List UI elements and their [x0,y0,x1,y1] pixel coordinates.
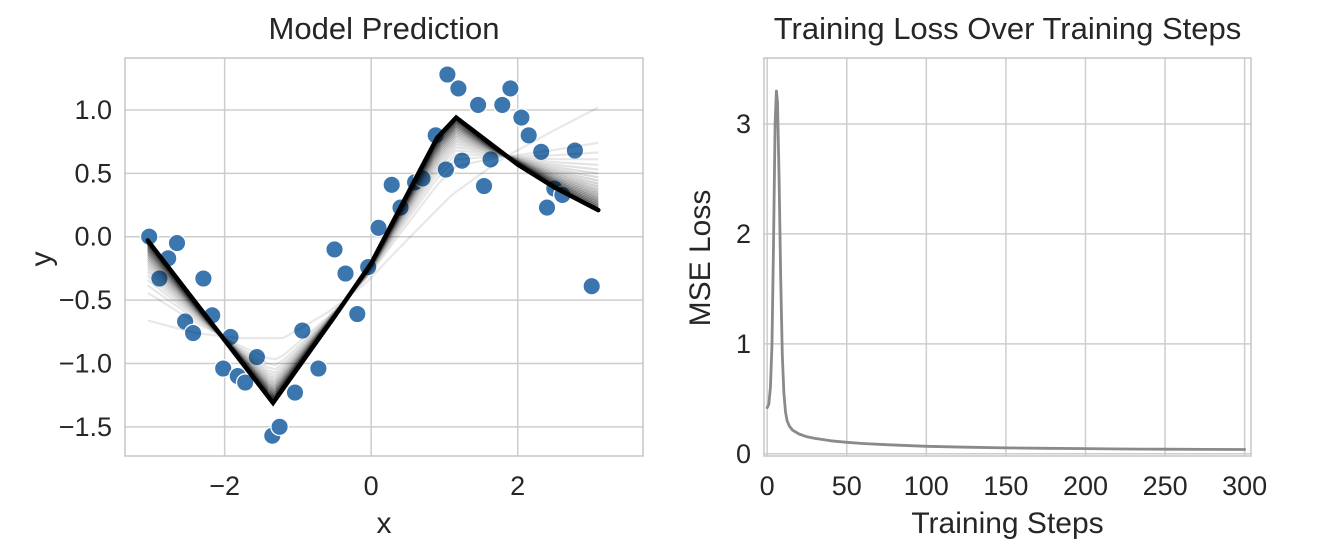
x-tick-label: 300 [1222,471,1267,501]
axes-frame [763,57,1252,457]
y-tick-label: −0.5 [59,285,112,315]
final-prediction-line [145,114,601,407]
y-tick-label: 0.0 [74,222,112,252]
training-loss-title: Training Loss Over Training Steps [773,11,1242,46]
x-tick-label: 0 [760,471,775,501]
training-loss-chart: 0 50 100 150 200 250 300 0 1 2 3 [736,57,1267,501]
axes-frame [124,57,644,457]
x-tick-label: 100 [904,471,949,501]
x-tick-label: 250 [1143,471,1188,501]
loss-curve [765,89,1246,451]
tick-labels: −2 0 2 1.0 0.5 0.0 −0.5 −1.0 −1.5 [59,95,526,501]
y-tick-label: 2 [736,219,751,249]
model-prediction-ylabel: y [25,251,58,267]
model-prediction-title: Model Prediction [268,11,500,46]
training-history-lines [146,106,599,401]
model-prediction-xlabel: x [376,507,392,540]
x-tick-label: 50 [832,471,862,501]
training-loss-ylabel: MSE Loss [684,189,717,327]
y-tick-label: 1.0 [74,95,112,125]
y-tick-label: 0 [736,439,751,469]
training-loss-xlabel: Training Steps [911,507,1104,540]
y-tick-label: 3 [736,109,751,139]
x-tick-label: 2 [510,471,525,501]
y-tick-label: −1.5 [59,412,112,442]
grid-lines [764,58,1251,456]
y-tick-label: 0.5 [74,158,112,188]
scatter-points [139,65,602,446]
y-tick-label: 1 [736,329,751,359]
y-tick-label: −1.0 [59,349,112,379]
x-tick-label: 0 [364,471,379,501]
x-tick-label: −2 [209,471,240,501]
tick-labels: 0 50 100 150 200 250 300 0 1 2 3 [736,109,1267,501]
x-tick-label: 150 [983,471,1028,501]
model-prediction-chart: −2 0 2 1.0 0.5 0.0 −0.5 −1.0 −1.5 [59,57,644,501]
x-tick-label: 200 [1063,471,1108,501]
